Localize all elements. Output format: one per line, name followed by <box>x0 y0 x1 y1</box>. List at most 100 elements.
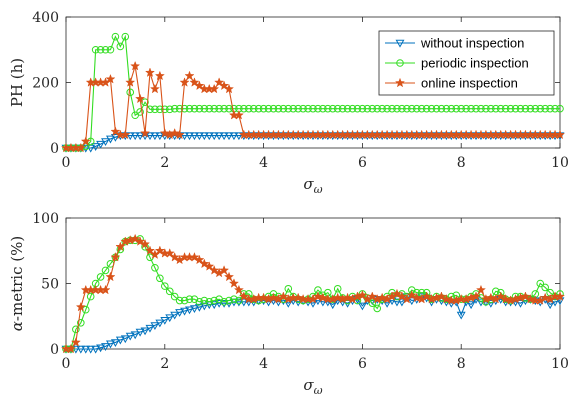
data-point-online-inspection <box>174 129 185 140</box>
data-point-without-inspection <box>194 132 204 141</box>
legend-marker-periodic-inspection <box>396 59 404 67</box>
data-point-online-inspection <box>110 126 121 136</box>
data-point-periodic-inspection <box>348 104 357 113</box>
legend-marker-online-inspection <box>394 77 406 88</box>
data-point-online-inspection <box>233 109 244 120</box>
data-point-periodic-inspection <box>151 105 159 114</box>
data-point-online-inspection <box>495 291 506 301</box>
x-tick-label: 6 <box>358 356 367 372</box>
data-point-periodic-inspection <box>185 295 194 304</box>
data-point-periodic-inspection <box>175 104 184 113</box>
data-point-periodic-inspection <box>536 279 545 288</box>
data-point-online-inspection <box>540 292 551 303</box>
data-point-periodic-inspection <box>432 104 441 113</box>
legend-marker-without-inspection <box>395 39 405 48</box>
data-point-periodic-inspection <box>541 283 549 292</box>
data-point-periodic-inspection <box>324 104 332 113</box>
data-point-online-inspection <box>75 142 86 153</box>
data-point-online-inspection <box>159 127 170 138</box>
data-point-periodic-inspection <box>220 298 228 306</box>
data-point-periodic-inspection <box>408 104 416 113</box>
data-point-periodic-inspection <box>353 104 362 113</box>
data-point-online-inspection <box>268 292 279 303</box>
data-point-periodic-inspection <box>284 284 293 293</box>
x-tick-label: 4 <box>259 356 268 372</box>
data-point-without-inspection <box>397 298 407 307</box>
data-point-periodic-inspection <box>289 104 298 113</box>
data-point-without-inspection <box>407 297 417 306</box>
data-point-without-inspection <box>545 301 555 310</box>
data-point-periodic-inspection <box>452 104 461 113</box>
data-point-without-inspection <box>194 303 204 312</box>
data-point-periodic-inspection <box>72 325 80 334</box>
data-point-online-inspection <box>219 265 230 275</box>
data-point-without-inspection <box>110 339 120 348</box>
data-point-without-inspection <box>234 298 244 307</box>
data-point-online-inspection <box>80 136 91 146</box>
series-markers-online-inspection <box>60 60 566 153</box>
data-point-online-inspection <box>209 265 220 275</box>
data-point-periodic-inspection <box>269 104 278 113</box>
data-point-periodic-inspection <box>521 104 530 113</box>
legend-label-without-inspection: without inspection <box>420 36 524 51</box>
data-point-periodic-inspection <box>175 296 184 305</box>
data-point-periodic-inspection <box>442 104 451 113</box>
data-point-periodic-inspection <box>151 263 159 272</box>
data-point-online-inspection <box>65 343 77 354</box>
data-point-periodic-inspection <box>398 104 406 113</box>
x-tick-label: 6 <box>358 155 367 171</box>
data-point-periodic-inspection <box>403 104 411 113</box>
data-point-online-inspection <box>144 67 156 77</box>
data-point-without-inspection <box>466 301 476 310</box>
data-point-periodic-inspection <box>328 104 337 113</box>
data-point-without-inspection <box>160 316 170 325</box>
data-point-periodic-inspection <box>96 273 105 281</box>
series-markers-periodic-inspection <box>62 32 564 152</box>
y-tick-label: 400 <box>32 10 59 26</box>
data-point-online-inspection <box>233 284 244 295</box>
data-point-periodic-inspection <box>254 104 263 113</box>
data-point-periodic-inspection <box>319 104 327 113</box>
data-point-periodic-inspection <box>274 104 283 113</box>
data-point-periodic-inspection <box>511 104 520 113</box>
data-point-online-inspection <box>520 291 531 301</box>
data-point-periodic-inspection <box>230 295 238 304</box>
data-point-without-inspection <box>219 299 229 308</box>
y-tick-label: 0 <box>50 342 59 358</box>
data-point-periodic-inspection <box>195 298 204 306</box>
legend-label-online-inspection: online inspection <box>421 76 518 91</box>
data-point-periodic-inspection <box>161 282 169 290</box>
data-point-periodic-inspection <box>343 104 352 113</box>
data-point-without-inspection <box>175 309 185 317</box>
data-point-without-inspection <box>125 132 135 141</box>
data-point-periodic-inspection <box>264 104 273 113</box>
data-point-periodic-inspection <box>210 296 218 305</box>
data-point-online-inspection <box>184 70 195 81</box>
data-point-periodic-inspection <box>546 104 554 113</box>
data-point-periodic-inspection <box>259 104 268 113</box>
legend: without inspection periodic inspection onl… <box>378 30 555 96</box>
data-point-online-inspection <box>223 271 235 282</box>
data-point-periodic-inspection <box>363 104 372 113</box>
data-point-periodic-inspection <box>96 45 105 54</box>
data-point-periodic-inspection <box>101 45 110 54</box>
data-point-periodic-inspection <box>111 32 120 41</box>
data-point-online-inspection <box>125 77 136 87</box>
data-point-online-inspection <box>411 292 422 303</box>
x-axis-label: σω <box>303 376 322 394</box>
data-point-without-inspection <box>185 306 194 315</box>
data-point-online-inspection <box>258 292 269 303</box>
x-tick-label: 10 <box>551 356 569 372</box>
data-point-periodic-inspection <box>551 104 559 113</box>
data-point-without-inspection <box>115 336 125 345</box>
data-point-without-inspection <box>189 305 199 313</box>
data-point-without-inspection <box>130 132 140 141</box>
data-point-periodic-inspection <box>205 104 214 113</box>
data-point-without-inspection <box>328 301 338 310</box>
data-point-without-inspection <box>155 319 165 328</box>
data-point-without-inspection <box>96 140 106 149</box>
data-point-periodic-inspection <box>437 104 446 113</box>
data-point-periodic-inspection <box>467 104 475 113</box>
data-point-periodic-inspection <box>220 104 228 113</box>
